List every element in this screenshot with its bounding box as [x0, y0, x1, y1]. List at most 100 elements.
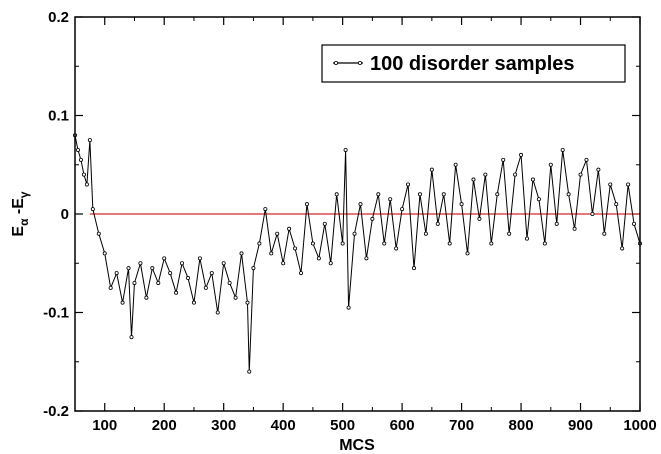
data-point — [316, 256, 321, 261]
data-point — [364, 256, 369, 261]
data-point — [215, 310, 220, 315]
data-point — [346, 305, 351, 310]
data-point — [459, 202, 464, 207]
y-axis-title-mid: -E — [10, 198, 27, 219]
data-point — [554, 221, 559, 226]
data-point — [245, 300, 250, 305]
y-tick-label: -0.2 — [43, 403, 69, 420]
legend-marker — [357, 61, 362, 66]
y-axis-title-sub-alpha: α — [17, 218, 31, 226]
data-point — [275, 231, 280, 236]
data-point — [447, 241, 452, 246]
x-axis-title: MCS — [339, 437, 375, 454]
y-axis-title-sub-gamma: γ — [17, 191, 31, 198]
y-tick-label: 0.2 — [48, 9, 69, 26]
plot-frame — [74, 16, 641, 412]
data-point — [417, 192, 422, 197]
data-point — [227, 280, 232, 285]
y-tick-label: 0 — [61, 206, 69, 223]
data-point — [453, 162, 458, 167]
data-point — [435, 221, 440, 226]
data-point — [185, 276, 190, 281]
data-point — [376, 192, 381, 197]
x-tick-label: 400 — [271, 417, 296, 434]
data-point — [108, 285, 113, 290]
data-point — [287, 226, 292, 231]
data-point — [168, 271, 173, 276]
data-point — [525, 236, 530, 241]
data-point — [197, 256, 202, 261]
data-point — [614, 202, 619, 207]
data-point — [536, 197, 541, 202]
data-point — [78, 157, 83, 162]
data-point — [132, 280, 137, 285]
data-point — [596, 167, 601, 172]
data-point — [340, 241, 345, 246]
data-point — [519, 152, 524, 157]
x-tick-label: 300 — [211, 417, 236, 434]
data-point — [102, 251, 107, 256]
data-point — [477, 216, 482, 221]
data-point — [489, 241, 494, 246]
data-point — [334, 192, 339, 197]
data-point — [566, 192, 571, 197]
x-tick-label: 600 — [390, 417, 415, 434]
data-point — [572, 226, 577, 231]
data-point — [352, 231, 357, 236]
data-point — [162, 256, 167, 261]
data-point — [298, 271, 303, 276]
data-point — [471, 177, 476, 182]
legend-marker — [333, 61, 338, 66]
legend-box — [321, 44, 626, 83]
data-point — [343, 147, 348, 152]
data-point — [84, 182, 89, 187]
y-axis-title: Eα -Eγ — [10, 191, 31, 237]
data-point — [483, 172, 488, 177]
legend: 100 disorder samples — [321, 44, 626, 83]
data-point — [608, 182, 613, 187]
data-point — [328, 261, 333, 266]
data-point — [81, 172, 86, 177]
data-point — [501, 157, 506, 162]
data-point — [388, 197, 393, 202]
x-tick-label: 800 — [509, 417, 534, 434]
data-point — [203, 285, 208, 290]
data-point — [120, 300, 125, 305]
data-point — [626, 182, 631, 187]
data-point — [239, 251, 244, 256]
data-point — [441, 192, 446, 197]
data-point — [620, 246, 625, 251]
data-point — [257, 241, 262, 246]
data-point — [90, 207, 95, 212]
x-tick-label: 200 — [152, 417, 177, 434]
data-point — [322, 221, 327, 226]
x-tick-label: 700 — [449, 417, 474, 434]
data-point — [96, 231, 101, 236]
data-point — [584, 157, 589, 162]
data-point — [542, 241, 547, 246]
data-point — [114, 271, 119, 276]
x-tick-label: 500 — [330, 417, 355, 434]
data-point — [304, 202, 309, 207]
y-axis-title-main: E — [10, 226, 27, 237]
data-point — [382, 241, 387, 246]
data-point — [310, 241, 315, 246]
x-tick-label: 1000 — [623, 417, 656, 434]
data-point — [465, 251, 470, 256]
data-point — [400, 207, 405, 212]
data-point — [590, 211, 595, 216]
data-point — [406, 182, 411, 187]
data-point — [423, 231, 428, 236]
data-point — [191, 300, 196, 305]
data-layer — [73, 133, 643, 374]
data-point — [221, 261, 226, 266]
data-point — [429, 167, 434, 172]
data-point — [394, 246, 399, 251]
data-point — [281, 261, 286, 266]
data-point — [174, 290, 179, 295]
data-point — [578, 172, 583, 177]
series-line — [74, 135, 641, 372]
data-point — [251, 266, 256, 271]
data-point — [358, 202, 363, 207]
